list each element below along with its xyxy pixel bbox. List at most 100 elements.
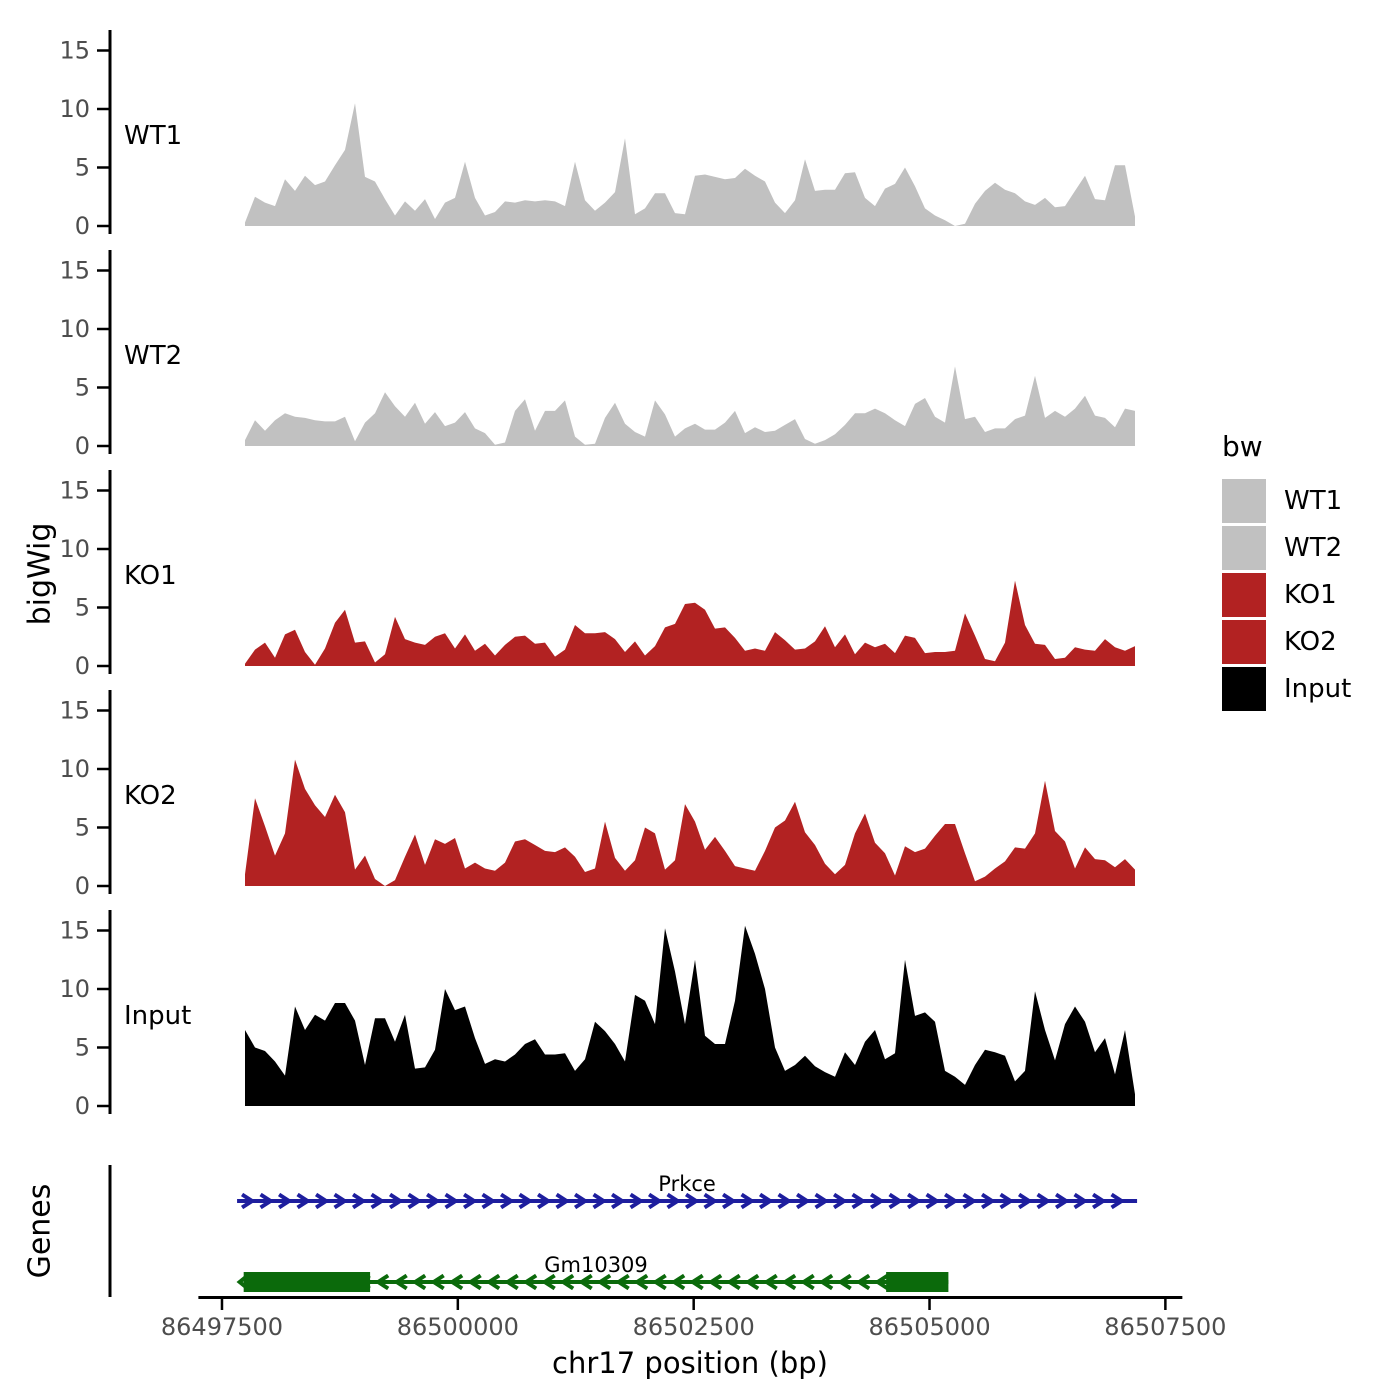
strand-arrow-icon [800,1273,815,1291]
gene-label-Prkce: Prkce [658,1172,716,1196]
strand-arrow-icon [758,1192,774,1210]
strand-arrow-icon [259,1192,275,1210]
gene-model-Gm10309 [236,1272,949,1292]
strand-arrow-icon [703,1192,719,1210]
genes-axis-title: Genes [22,1183,58,1279]
strand-arrow-icon [430,1273,445,1291]
x-tick-label: 86502500 [633,1313,755,1341]
strand-arrow-icon [277,1192,293,1210]
y-axis-title: bigWig [22,522,58,626]
strand-arrow-icon [374,1273,390,1291]
strand-arrow-icon [980,1192,996,1210]
legend-swatch [1222,620,1266,664]
strand-arrow-icon [1091,1192,1107,1210]
strand-arrow-icon [740,1192,756,1210]
strand-arrow-icon [499,1192,515,1210]
track-label-Input: Input [124,1001,191,1031]
strand-arrow-icon [236,1273,249,1291]
strand-arrow-icon [906,1192,922,1210]
strand-arrow-icon [721,1192,737,1210]
y-tick-label: 10 [59,95,90,123]
strand-arrow-icon [814,1192,830,1210]
legend-swatch [1222,573,1266,617]
strand-arrow-icon [485,1273,501,1291]
strand-arrow-icon [559,1273,575,1291]
y-tick-label: 0 [75,872,90,900]
strand-arrow-icon [726,1273,741,1291]
strand-arrow-icon [818,1273,834,1291]
strand-arrow-icon [573,1192,589,1210]
coverage-area-WT1 [245,103,1135,226]
y-tick-label: 0 [75,432,90,460]
strand-arrow-icon [744,1273,760,1291]
strand-arrow-icon [467,1273,482,1291]
x-axis-title: chr17 position (bp) [552,1346,828,1380]
strand-arrow-icon [1036,1192,1052,1210]
legend-swatch [1222,479,1266,523]
strand-arrow-icon [351,1192,367,1210]
strand-arrow-icon [425,1192,441,1210]
gene-model-Prkce [237,1192,1138,1210]
strand-arrow-icon [411,1273,427,1291]
coverage-area-KO2 [245,759,1135,886]
legend-swatch [1222,667,1266,711]
strand-arrow-icon [314,1192,330,1210]
legend-title: bw [1222,430,1263,463]
strand-arrow-icon [652,1273,667,1291]
strand-arrow-icon [629,1192,645,1210]
strand-arrow-icon [1054,1192,1070,1210]
strand-arrow-icon [536,1192,552,1210]
strand-arrow-icon [481,1192,497,1210]
strand-arrow-icon [407,1192,423,1210]
strand-arrow-icon [504,1273,519,1291]
strand-arrow-icon [869,1192,885,1210]
strand-arrow-icon [874,1273,889,1291]
legend-item-label: WT1 [1284,486,1343,516]
y-tick-label: 0 [75,212,90,240]
strand-arrow-icon [999,1192,1015,1210]
y-tick-label: 15 [59,477,90,505]
strand-arrow-icon [781,1273,797,1291]
y-tick-label: 0 [75,1092,90,1120]
strand-arrow-icon [943,1192,959,1210]
x-tick-label: 86505000 [868,1313,990,1341]
strand-arrow-icon [610,1192,626,1210]
y-tick-label: 15 [59,917,90,945]
x-tick-label: 86497500 [161,1313,283,1341]
y-tick-label: 15 [59,257,90,285]
strand-arrow-icon [633,1273,649,1291]
strand-arrow-icon [1073,1192,1089,1210]
strand-arrow-icon [777,1192,793,1210]
y-tick-label: 5 [75,154,90,182]
y-tick-label: 5 [75,374,90,402]
legend-item-label: KO1 [1284,580,1337,610]
y-tick-label: 5 [75,594,90,622]
strand-arrow-icon [925,1192,941,1210]
strand-arrow-icon [592,1192,608,1210]
strand-arrow-icon [670,1273,686,1291]
strand-arrow-icon [596,1273,612,1291]
legend-item-WT2: WT2 [1222,526,1351,570]
legend-item-label: WT2 [1284,533,1343,563]
strand-arrow-icon [647,1192,663,1210]
legend-items: WT1 WT2 KO1 KO2 Input [1222,479,1351,711]
legend-item-KO1: KO1 [1222,573,1351,617]
y-tick-label: 15 [59,697,90,725]
track-label-WT1: WT1 [124,121,182,151]
track-label-KO1: KO1 [124,561,177,591]
strand-arrow-icon [684,1192,700,1210]
strand-arrow-icon [689,1273,704,1291]
strand-arrow-icon [851,1192,867,1210]
x-tick-label: 86500000 [397,1313,519,1341]
legend-item-Input: Input [1222,667,1351,711]
strand-arrow-icon [555,1192,571,1210]
strand-arrow-icon [855,1273,871,1291]
strand-arrow-icon [240,1192,256,1210]
strand-arrow-icon [296,1192,312,1210]
y-tick-label: 10 [59,755,90,783]
strand-arrow-icon [837,1273,852,1291]
strand-arrow-icon [522,1273,538,1291]
coverage-area-KO1 [245,580,1135,666]
